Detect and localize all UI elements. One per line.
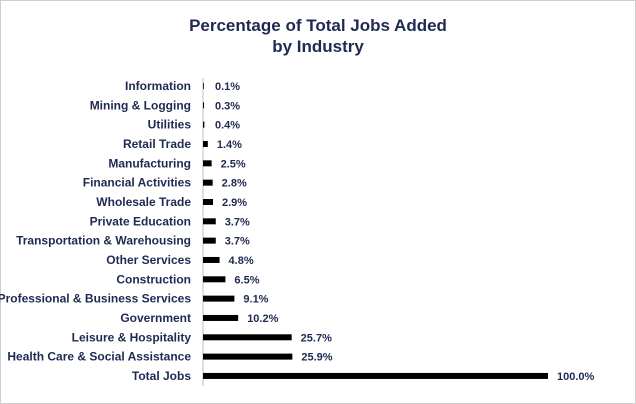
bar bbox=[203, 372, 548, 379]
category-label: Government bbox=[120, 311, 191, 325]
category-label: Leisure & Hospitality bbox=[72, 330, 192, 344]
bar bbox=[203, 353, 293, 360]
data-label: 0.3% bbox=[215, 100, 240, 112]
category-label: Total Jobs bbox=[132, 369, 191, 383]
bar bbox=[203, 256, 220, 263]
category-label: Financial Activities bbox=[83, 176, 192, 190]
data-label: 9.1% bbox=[243, 294, 268, 306]
bars-group: Information 0.1% Mining & Logging 0.3% Utili… bbox=[0, 79, 595, 383]
category-label: Wholesale Trade bbox=[96, 195, 191, 209]
bar bbox=[203, 276, 226, 283]
bar bbox=[203, 295, 235, 302]
category-label: Mining & Logging bbox=[90, 98, 191, 112]
category-label: Health Care & Social Assistance bbox=[7, 350, 191, 364]
category-label: Other Services bbox=[106, 253, 191, 267]
bar bbox=[203, 237, 216, 244]
bar bbox=[203, 334, 292, 341]
bar bbox=[203, 314, 239, 321]
chart-title-line-1: Percentage of Total Jobs Added bbox=[189, 16, 447, 35]
category-label: Manufacturing bbox=[108, 156, 191, 170]
bar bbox=[203, 121, 205, 128]
bar bbox=[203, 160, 212, 167]
data-label: 25.7% bbox=[301, 332, 332, 344]
category-label: Utilities bbox=[148, 118, 192, 132]
data-label: 100.0% bbox=[557, 371, 595, 383]
data-label: 0.4% bbox=[215, 120, 240, 132]
data-label: 1.4% bbox=[217, 139, 242, 151]
data-label: 3.7% bbox=[225, 216, 250, 228]
bar bbox=[203, 179, 213, 186]
data-label: 3.7% bbox=[225, 236, 250, 248]
category-label: Construction bbox=[116, 272, 191, 286]
category-label: Professional & Business Services bbox=[0, 292, 191, 306]
data-label: 6.5% bbox=[234, 274, 259, 286]
bar bbox=[203, 218, 216, 225]
bar bbox=[203, 198, 214, 205]
bar bbox=[203, 83, 204, 89]
category-label: Information bbox=[125, 79, 191, 93]
category-label: Transportation & Warehousing bbox=[16, 234, 191, 248]
category-label: Retail Trade bbox=[123, 137, 191, 151]
bar bbox=[203, 102, 205, 109]
data-label: 2.8% bbox=[222, 178, 247, 190]
data-label: 0.1% bbox=[215, 81, 240, 93]
data-label: 2.5% bbox=[221, 158, 246, 170]
data-label: 10.2% bbox=[247, 313, 278, 325]
data-label: 4.8% bbox=[229, 255, 254, 267]
bar bbox=[203, 140, 208, 147]
data-label: 25.9% bbox=[301, 352, 332, 364]
category-label: Private Education bbox=[90, 214, 191, 228]
data-label: 2.9% bbox=[222, 197, 247, 209]
chart-title-line-2: by Industry bbox=[272, 37, 364, 56]
